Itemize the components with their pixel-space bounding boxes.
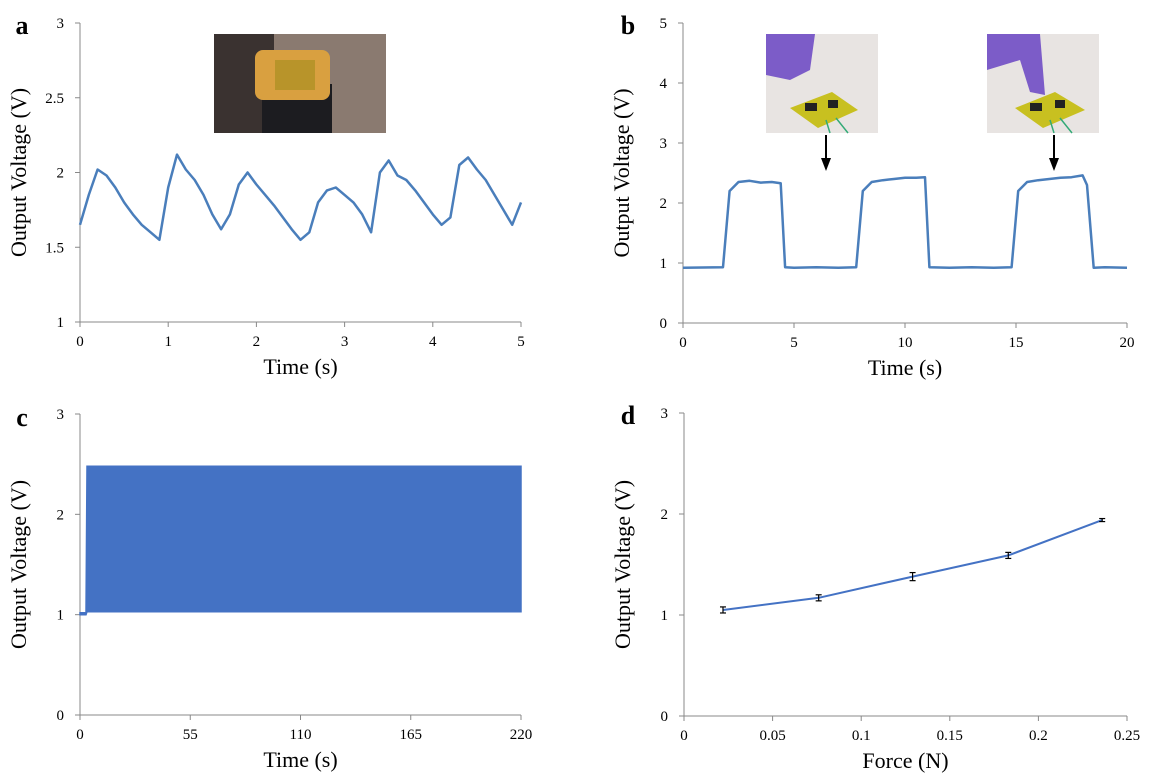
x-tick-label: 0.05 (759, 728, 785, 744)
y-tick-label: 0 (661, 709, 669, 725)
x-tick-label: 1 (164, 334, 172, 350)
data-line (722, 519, 1103, 611)
error-bar (909, 571, 916, 582)
x-tick-label: 3 (341, 334, 349, 350)
error-bar (1099, 517, 1106, 523)
panel-label: d (621, 401, 636, 430)
arrow (821, 135, 1059, 171)
y-tick-label: 0 (57, 708, 65, 724)
y-tick-label: 2 (661, 507, 669, 523)
x-tick-label: 55 (183, 727, 198, 743)
x-axis-label: Time (s) (263, 747, 337, 772)
inset-photo (987, 34, 1099, 134)
panel-label: b (621, 11, 635, 40)
y-tick-label: 5 (660, 16, 668, 32)
data-line (682, 174, 1128, 270)
error-bar (719, 606, 726, 614)
y-tick-label: 3 (661, 406, 669, 422)
signal-band (79, 465, 522, 616)
y-tick-label: 0 (660, 316, 668, 332)
inset-photo (766, 34, 878, 134)
x-tick-label: 4 (429, 334, 437, 350)
x-tick-label: 220 (510, 727, 533, 743)
y-tick-label: 2 (57, 507, 65, 523)
y-tick-label: 1 (660, 256, 668, 272)
error-bar (815, 594, 822, 602)
y-tick-label: 2.5 (45, 91, 64, 107)
panel-label: c (16, 403, 28, 432)
error-bar (1005, 551, 1012, 560)
y-axis-label: Output Voltage (V) (609, 88, 634, 257)
inset-photo (214, 34, 386, 133)
x-tick-label: 0 (679, 335, 687, 351)
x-tick-label: 0.15 (937, 728, 963, 744)
x-tick-label: 0.1 (852, 728, 871, 744)
x-tick-label: 0 (76, 334, 84, 350)
y-tick-label: 4 (660, 76, 668, 92)
x-axis-label: Time (s) (263, 354, 337, 379)
y-axis-label: Output Voltage (V) (6, 480, 31, 649)
x-tick-label: 165 (400, 727, 423, 743)
x-tick-label: 15 (1009, 335, 1024, 351)
x-tick-label: 110 (290, 727, 312, 743)
x-tick-label: 10 (898, 335, 913, 351)
y-tick-label: 2 (660, 196, 668, 212)
x-tick-label: 0.25 (1114, 728, 1140, 744)
x-axis-label: Time (s) (868, 355, 942, 380)
panel-label: a (16, 11, 29, 40)
x-tick-label: 0.2 (1029, 728, 1048, 744)
y-axis-label: Output Voltage (V) (6, 88, 31, 257)
y-axis-label: Output Voltage (V) (610, 480, 635, 649)
data-line (78, 153, 523, 242)
y-tick-label: 3 (57, 16, 65, 32)
y-tick-label: 1 (57, 315, 65, 331)
x-tick-label: 5 (517, 334, 525, 350)
y-tick-label: 1 (661, 608, 669, 624)
x-tick-label: 2 (253, 334, 261, 350)
x-axis-label: Force (N) (862, 748, 948, 773)
x-tick-label: 5 (790, 335, 798, 351)
y-tick-label: 1 (57, 608, 65, 624)
x-tick-label: 20 (1120, 335, 1135, 351)
y-tick-label: 3 (660, 136, 668, 152)
y-tick-label: 1.5 (45, 240, 64, 256)
x-tick-label: 0 (680, 728, 688, 744)
y-tick-label: 2 (57, 166, 65, 182)
y-tick-label: 3 (57, 407, 65, 423)
x-tick-label: 0 (76, 727, 84, 743)
